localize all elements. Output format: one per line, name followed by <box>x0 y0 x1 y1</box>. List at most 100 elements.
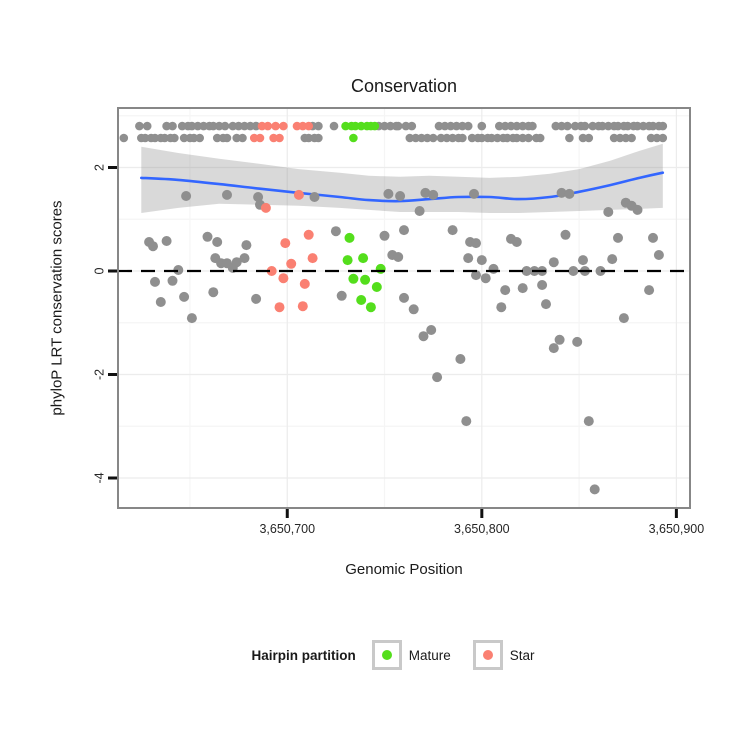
x-tick-label: 3,650,700 <box>259 522 315 536</box>
x-tick-label: 3,650,900 <box>649 522 705 536</box>
data-point-other <box>618 313 629 324</box>
data-point-mature <box>348 273 359 284</box>
data-point-other <box>595 266 606 276</box>
data-point-other <box>399 292 409 303</box>
strip-point-other <box>423 133 432 143</box>
data-point-other <box>653 250 664 260</box>
data-point-other <box>554 334 565 345</box>
data-point-other <box>648 232 658 243</box>
strip-point-other <box>652 133 662 143</box>
data-point-mature <box>365 302 376 313</box>
data-point-other <box>208 287 219 298</box>
data-point-star <box>260 202 271 213</box>
data-point-other <box>239 253 250 264</box>
data-point-other <box>395 191 406 201</box>
data-point-other <box>428 189 439 200</box>
strip-point-other <box>168 121 177 131</box>
smooth-trend-line <box>140 171 665 203</box>
strip-point-other <box>170 133 179 143</box>
strip-point-other <box>609 133 619 143</box>
strip-point-other <box>463 121 473 131</box>
strip-point-other <box>119 133 129 143</box>
data-point-other <box>161 236 172 246</box>
strip-point-star <box>275 133 284 143</box>
data-point-other <box>583 416 594 427</box>
data-point-other <box>548 257 559 268</box>
strip-point-other <box>314 133 323 143</box>
legend-label-star: Star <box>509 647 535 663</box>
data-point-other <box>432 372 443 383</box>
strip-point-other <box>623 121 632 131</box>
strip-point-star <box>271 121 280 131</box>
strip-point-other <box>380 121 389 131</box>
strip-point-star <box>269 133 278 143</box>
data-point-other <box>488 263 499 274</box>
legend-key-star <box>472 640 503 670</box>
strip-point-other <box>512 133 522 143</box>
strip-point-other <box>212 133 222 143</box>
data-point-other <box>426 325 437 335</box>
strip-point-other <box>405 133 415 143</box>
data-point-other <box>330 226 341 237</box>
data-point-other <box>414 206 425 216</box>
data-point-other <box>548 343 559 354</box>
strip-point-other <box>502 133 512 143</box>
strip-point-other <box>563 121 572 131</box>
data-point-other <box>148 241 158 252</box>
strip-point-other <box>238 133 247 143</box>
data-point-other <box>231 257 242 268</box>
strip-point-other <box>407 121 417 131</box>
strip-point-other <box>187 121 197 131</box>
y-axis-label: phyloP LRT conservation scores <box>48 200 66 416</box>
data-point-star <box>303 229 314 240</box>
data-point-other <box>241 240 252 251</box>
strip-point-other <box>658 133 668 143</box>
y-tick-label: -2 <box>92 369 106 380</box>
legend-key-mature <box>371 640 402 670</box>
strip-point-other <box>584 133 594 143</box>
data-point-other <box>511 237 522 247</box>
strip-point-other <box>142 121 152 131</box>
data-point-other <box>173 265 184 275</box>
data-point-other <box>496 302 507 313</box>
data-point-other <box>155 297 166 307</box>
data-point-star <box>266 266 277 276</box>
data-point-other <box>471 270 481 281</box>
data-point-other <box>500 285 511 296</box>
strip-point-other <box>251 121 261 131</box>
strip-point-other <box>329 121 339 131</box>
data-point-star <box>280 238 291 249</box>
data-point-other <box>521 266 532 276</box>
panel-background <box>118 108 690 508</box>
data-point-mature <box>360 274 371 285</box>
y-tick-label: 2 <box>92 164 106 171</box>
strip-point-other <box>524 133 533 143</box>
strip-point-other <box>495 121 504 131</box>
data-point-mature <box>358 253 369 264</box>
data-point-other <box>222 189 232 200</box>
strip-point-other <box>580 121 590 131</box>
strip-point-other <box>401 121 411 131</box>
strip-point-other <box>209 121 218 131</box>
strip-point-other <box>434 121 444 131</box>
data-point-mature <box>356 295 367 305</box>
data-point-other <box>578 255 588 266</box>
x-axis-label: Genomic Position <box>345 561 463 578</box>
data-point-other <box>461 416 472 427</box>
data-point-star <box>278 273 289 284</box>
data-point-other <box>537 280 548 290</box>
data-point-other <box>399 225 409 236</box>
data-point-mature <box>342 255 353 266</box>
data-point-other <box>408 304 419 315</box>
data-point-other <box>463 253 474 264</box>
panel-border <box>117 107 691 509</box>
plot-title: Conservation <box>350 76 458 96</box>
data-point-star <box>297 301 308 312</box>
strip-point-other <box>195 133 204 143</box>
data-point-other <box>309 192 320 202</box>
strip-point-other <box>452 121 461 131</box>
smooth-confidence-ribbon <box>141 143 663 213</box>
strip-point-other <box>565 133 574 143</box>
data-point-other <box>393 252 404 262</box>
